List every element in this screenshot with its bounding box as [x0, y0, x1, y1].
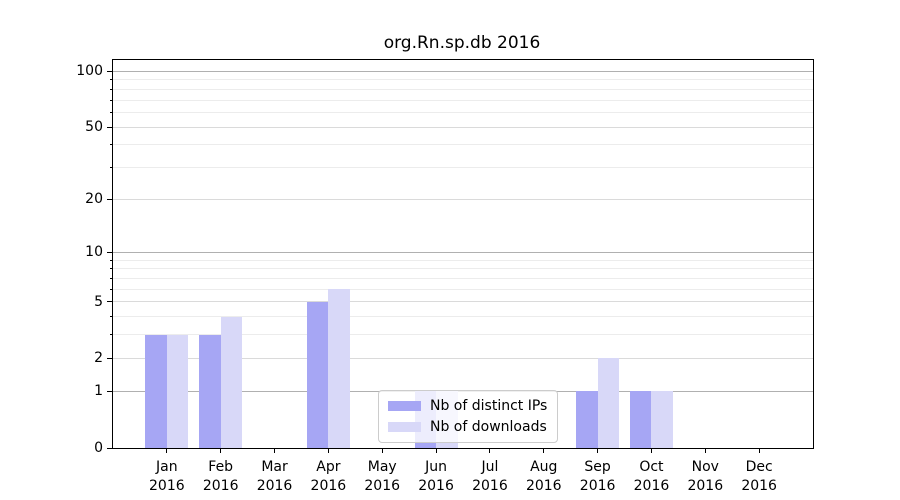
y-tick-label-50: 50 [85, 119, 103, 136]
x-tick-aug [543, 448, 545, 453]
x-tick-dec [758, 448, 760, 453]
x-tick-nov [704, 448, 706, 453]
x-tick-label-dec: Dec 2016 [741, 459, 777, 494]
gridline-y-minor [113, 316, 813, 318]
gridline-y-major [113, 70, 813, 72]
x-tick-jul [489, 448, 491, 453]
y-minor-tick [110, 167, 113, 169]
x-tick-label-nov: Nov 2016 [687, 459, 724, 494]
x-tick-label-oct: Oct 2016 [633, 459, 670, 494]
x-tick-apr [327, 448, 329, 453]
gridline-y-minor [113, 334, 813, 336]
bar-nb-of-distinct-ips-sep [576, 391, 598, 448]
bar-nb-of-downloads-feb [220, 316, 243, 448]
x-tick-label-aug: Aug 2016 [525, 459, 562, 494]
bar-nb-of-distinct-ips-apr [306, 301, 329, 448]
x-tick-label-may: May 2016 [364, 459, 401, 494]
y-tick-label-0: 0 [94, 440, 103, 456]
gridline-y-labeled [113, 357, 813, 359]
gridline-y-labeled [113, 126, 813, 128]
legend-entry-distinct-ips: Nb of distinct IPs [388, 398, 547, 414]
x-tick-sep [597, 448, 599, 453]
gridline-y-minor [113, 288, 813, 290]
y-tick [107, 357, 112, 359]
gridline-y-minor [113, 167, 813, 169]
bar-nb-of-distinct-ips-oct [629, 391, 652, 448]
bar-nb-of-downloads-oct [651, 391, 673, 448]
legend-label-distinct-ips: Nb of distinct IPs [430, 398, 548, 414]
y-tick-label-10: 10 [85, 244, 103, 261]
legend-swatch-distinct-ips [388, 401, 421, 411]
y-minor-tick [110, 259, 113, 261]
x-tick-label-mar: Mar 2016 [256, 459, 293, 494]
y-tick [107, 390, 112, 392]
gridline-y-labeled [113, 198, 813, 200]
gridline-y-labeled [113, 301, 813, 303]
y-tick [107, 126, 112, 128]
x-tick-jan [166, 448, 168, 453]
y-minor-tick [110, 268, 113, 270]
gridline-y-minor [113, 79, 813, 81]
x-tick-label-sep: Sep 2016 [579, 459, 616, 494]
y-minor-tick [110, 144, 113, 146]
y-minor-tick [110, 334, 113, 336]
y-minor-tick [110, 277, 113, 279]
gridline-y-minor [113, 88, 813, 90]
legend-label-downloads: Nb of downloads [430, 419, 547, 435]
legend: Nb of distinct IPs Nb of downloads [378, 390, 559, 443]
bar-nb-of-distinct-ips-jan [145, 334, 167, 448]
x-tick-oct [650, 448, 652, 453]
bar-nb-of-distinct-ips-feb [199, 334, 221, 448]
chart-title: org.Rn.sp.db 2016 [383, 33, 541, 53]
y-tick-label-20: 20 [85, 191, 103, 208]
x-tick-feb [220, 448, 222, 453]
bar-nb-of-downloads-apr [328, 289, 350, 448]
gridline-y-minor [113, 99, 813, 101]
plot-area: Nb of distinct IPs Nb of downloads 0 1 2 5 1… [76, 59, 814, 494]
legend-entry-downloads: Nb of downloads [388, 419, 547, 435]
y-tick-label-1: 1 [94, 383, 103, 400]
y-tick [107, 198, 112, 200]
y-tick-label-100: 100 [76, 63, 103, 80]
x-tick-label-jan: Jan 2016 [149, 459, 185, 494]
x-tick-label-feb: Feb 2016 [202, 459, 239, 494]
legend-swatch-downloads [388, 422, 421, 432]
y-tick-label-5: 5 [94, 293, 103, 310]
y-minor-tick [110, 88, 113, 90]
y-tick [107, 251, 112, 253]
gridline-y-minor [113, 277, 813, 279]
x-tick-label-jun: Jun 2016 [418, 459, 454, 494]
x-tick-mar [274, 448, 276, 453]
x-tick-label-apr: Apr 2016 [310, 459, 347, 494]
gridline-y-minor [113, 268, 813, 270]
y-minor-tick [110, 111, 113, 113]
gridline-y-major [113, 251, 813, 253]
bar-nb-of-downloads-sep [597, 358, 620, 448]
y-tick [107, 447, 112, 449]
y-minor-tick [110, 79, 113, 81]
x-tick-may [381, 448, 383, 453]
gridline-y-minor [113, 259, 813, 261]
bar-nb-of-downloads-jan [166, 334, 189, 448]
gridline-y-minor [113, 144, 813, 146]
y-minor-tick [110, 288, 113, 290]
y-minor-tick [110, 316, 113, 318]
x-tick-jun [435, 448, 437, 453]
y-tick [107, 70, 112, 72]
y-tick-label-2: 2 [94, 350, 103, 367]
y-minor-tick [110, 99, 113, 101]
gridline-y-minor [113, 111, 813, 113]
x-tick-label-jul: Jul 2016 [472, 459, 508, 494]
y-tick [107, 301, 112, 303]
